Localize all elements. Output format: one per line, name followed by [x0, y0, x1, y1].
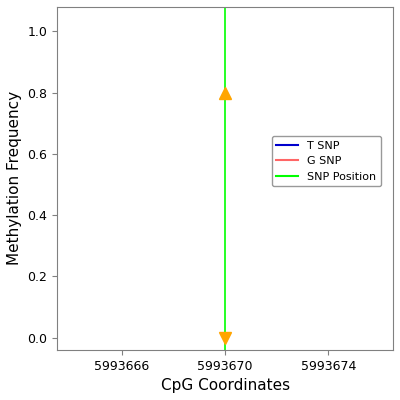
Legend: T SNP, G SNP, SNP Position: T SNP, G SNP, SNP Position: [272, 136, 381, 186]
Y-axis label: Methylation Frequency: Methylation Frequency: [7, 91, 22, 266]
X-axis label: CpG Coordinates: CpG Coordinates: [160, 378, 290, 393]
